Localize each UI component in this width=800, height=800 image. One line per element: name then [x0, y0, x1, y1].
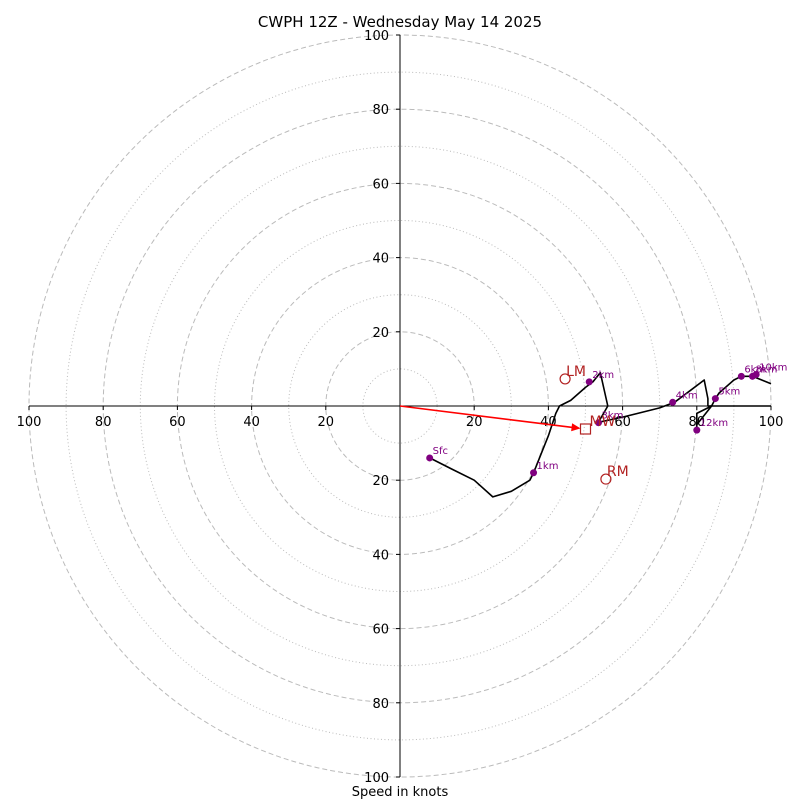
- x-tick-label: 40: [540, 415, 557, 430]
- height-point: [530, 469, 538, 477]
- y-tick-label: 40: [372, 252, 389, 267]
- x-tick-label: 20: [318, 415, 335, 430]
- y-tick-label: 80: [372, 697, 389, 712]
- height-point: [585, 378, 593, 386]
- mean-wind-label: MW: [590, 414, 616, 430]
- height-marker: 10km: [752, 362, 787, 378]
- x-tick-label: 100: [759, 415, 784, 430]
- height-marker: Sfc: [426, 446, 448, 462]
- height-marker: 3km: [594, 411, 623, 427]
- y-tick-label: 100: [364, 29, 389, 44]
- x-tick-label: 100: [17, 415, 42, 430]
- chart-title: CWPH 12Z - Wednesday May 14 2025: [258, 13, 542, 31]
- x-tick-label: 20: [466, 415, 483, 430]
- height-marker: 12km: [693, 418, 728, 434]
- tick-labels: 100 80 60 40 20 20 40 60 80 100100806040202040608…: [17, 29, 784, 786]
- storm-motion-markers: MW LM RM: [399, 364, 629, 485]
- height-marker: 1km: [530, 461, 558, 477]
- height-marker: 5km: [711, 387, 740, 403]
- storm-motion: RM: [600, 464, 629, 485]
- height-label: 12km: [700, 418, 728, 429]
- height-label: 4km: [676, 390, 698, 401]
- x-tick-label: 80: [95, 415, 112, 430]
- height-point: [737, 372, 745, 380]
- x-axis-label: Speed in knots: [352, 785, 449, 800]
- height-label: 8km: [755, 364, 777, 375]
- height-marker: 4km: [669, 390, 698, 406]
- height-label: 6km: [744, 364, 766, 375]
- y-tick-label: 80: [372, 103, 389, 118]
- height-point: [693, 426, 701, 434]
- height-point: [669, 398, 677, 406]
- storm-motion-label: RM: [607, 464, 629, 480]
- y-tick-label: 60: [372, 177, 389, 192]
- mean-wind-arrow: [399, 405, 574, 429]
- y-tick-label: 100: [364, 771, 389, 786]
- x-tick-label: 40: [243, 415, 260, 430]
- y-tick-label: 40: [372, 548, 389, 563]
- height-label: 1km: [537, 461, 559, 472]
- storm-motion-marker: [559, 373, 571, 385]
- mean-wind-arrowhead: [571, 423, 581, 432]
- height-point: [711, 395, 719, 403]
- storm-motion-marker: [600, 473, 612, 485]
- height-label: 5km: [718, 387, 740, 398]
- storm-motion: LM: [559, 364, 586, 385]
- height-label: Sfc: [433, 446, 448, 457]
- x-tick-label: 60: [169, 415, 186, 430]
- y-tick-label: 60: [372, 623, 389, 638]
- height-point: [752, 370, 760, 378]
- storm-motion-label: LM: [566, 364, 586, 380]
- y-tick-label: 20: [372, 474, 389, 489]
- height-label: 3km: [601, 411, 623, 422]
- y-tick-label: 20: [372, 326, 389, 341]
- height-label: 10km: [759, 362, 787, 373]
- height-marker: 2km: [585, 370, 614, 386]
- height-point: [426, 454, 434, 462]
- mean-wind-marker: [579, 423, 592, 435]
- height-point: [594, 419, 602, 427]
- height-label: 2km: [592, 370, 614, 381]
- height-marker: 6km: [737, 364, 766, 380]
